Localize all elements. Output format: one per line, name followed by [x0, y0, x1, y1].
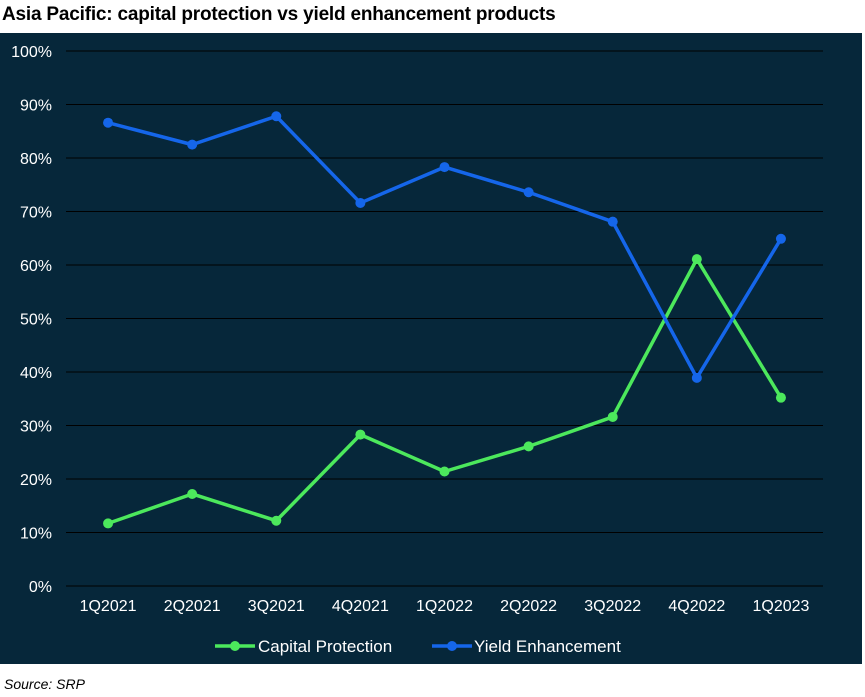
data-point-capital-protection	[355, 429, 366, 440]
data-point-yield-enhancement	[439, 162, 450, 173]
y-tick-label: 30%	[20, 419, 52, 436]
legend-label-capital-protection: Capital Protection	[258, 637, 392, 656]
data-point-capital-protection	[523, 441, 534, 452]
y-tick-label: 60%	[20, 258, 52, 275]
data-point-yield-enhancement	[691, 372, 702, 383]
data-point-capital-protection	[607, 411, 618, 422]
chart-panel: 0% 10% 20% 30% 40% 50% 60% 70% 80% 90% 100% 1Q2021 2…	[0, 33, 862, 664]
y-tick-label: 100%	[11, 44, 52, 61]
data-point-yield-enhancement	[187, 139, 198, 150]
x-tick-label: 4Q2021	[332, 598, 389, 615]
legend-marker-capital-protection	[230, 641, 240, 651]
y-tick-label: 0%	[29, 579, 52, 596]
data-point-capital-protection	[103, 518, 114, 529]
data-point-capital-protection	[775, 392, 786, 403]
y-tick-label: 50%	[20, 312, 52, 329]
data-point-yield-enhancement	[355, 197, 366, 208]
data-point-yield-enhancement	[775, 233, 786, 244]
data-point-yield-enhancement	[607, 216, 618, 227]
data-point-capital-protection	[439, 466, 450, 477]
x-tick-label: 2Q2022	[500, 598, 557, 615]
x-tick-label: 1Q2021	[80, 598, 137, 615]
data-point-yield-enhancement	[103, 117, 114, 128]
y-tick-label: 40%	[20, 365, 52, 382]
data-point-capital-protection	[271, 515, 282, 526]
y-tick-label: 90%	[20, 98, 52, 115]
y-tick-label: 20%	[20, 472, 52, 489]
x-tick-label: 3Q2022	[584, 598, 641, 615]
chart-title: Asia Pacific: capital protection vs yiel…	[2, 4, 556, 25]
x-tick-label: 1Q2023	[752, 598, 809, 615]
source-note: Source: SRP	[4, 676, 85, 692]
x-tick-label: 2Q2021	[164, 598, 221, 615]
data-point-yield-enhancement	[271, 111, 282, 122]
x-tick-label: 3Q2021	[248, 598, 305, 615]
y-tick-label: 80%	[20, 151, 52, 168]
data-point-capital-protection	[187, 488, 198, 499]
legend-label-yield-enhancement: Yield Enhancement	[474, 637, 621, 656]
x-tick-label: 1Q2022	[416, 598, 473, 615]
chart-background	[0, 33, 862, 664]
legend-marker-yield-enhancement	[447, 641, 457, 651]
y-tick-label: 10%	[20, 526, 52, 543]
data-point-capital-protection	[691, 254, 702, 265]
x-tick-label: 4Q2022	[668, 598, 725, 615]
y-tick-label: 70%	[20, 205, 52, 222]
data-point-yield-enhancement	[523, 187, 534, 198]
line-chart: 0% 10% 20% 30% 40% 50% 60% 70% 80% 90% 100% 1Q2021 2…	[0, 33, 862, 664]
